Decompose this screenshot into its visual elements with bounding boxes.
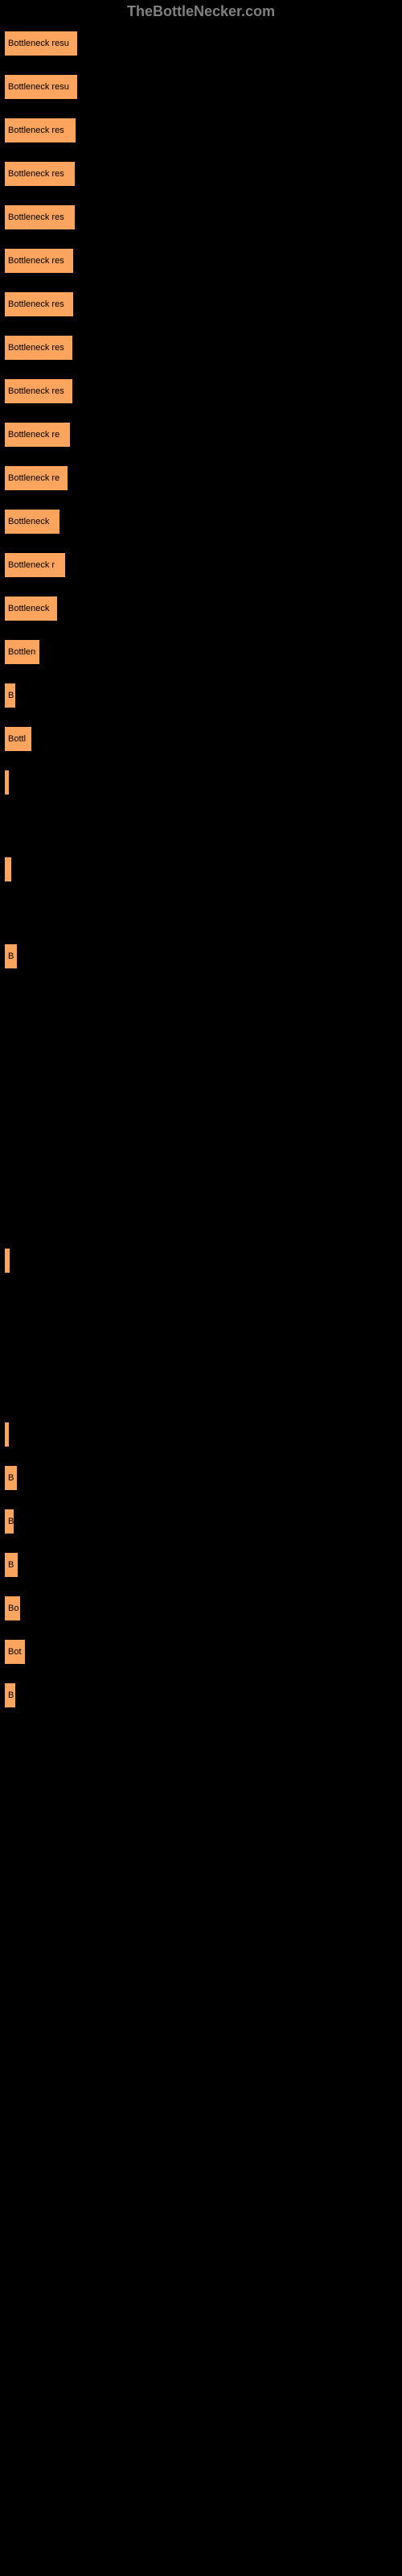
bar-row [0,1372,402,1410]
bar-label: Bo [8,1604,18,1613]
chart-bar: B [4,1509,14,1534]
chart-bar: Bot [4,1639,26,1665]
bar-row: B [0,1546,402,1584]
bar-row: Bottleneck res [0,372,402,411]
chart-bar: Bottleneck res [4,291,74,317]
bar-row [0,763,402,802]
chart-bar: Bottlen [4,639,40,665]
chart-bar: Bottleneck resu [4,74,78,100]
chart-bar: Bottleneck re [4,422,71,448]
bar-row: B [0,1502,402,1541]
bar-row [0,1241,402,1280]
bar-label: Bottleneck res [8,386,64,396]
brand-watermark: TheBottleNecker.com [127,3,275,20]
chart-bar: Bottleneck [4,509,60,535]
chart-bar: Bottleneck r [4,552,66,578]
bar-row: Bottleneck r [0,546,402,584]
bar-label: Bottleneck re [8,430,59,440]
chart-bar: Bottl [4,726,32,752]
chart-bar: Bottleneck res [4,161,76,187]
bar-row: Bot [0,1633,402,1671]
bar-label: B [8,1517,14,1526]
bar-row [0,1067,402,1106]
bar-row [0,1111,402,1150]
chart-bar: Bottleneck res [4,118,76,143]
bar-row [0,1024,402,1063]
bar-row: Bottleneck res [0,111,402,150]
bar-label: Bottleneck r [8,560,55,570]
bar-label: Bottleneck re [8,473,59,483]
chart-bar: B [4,1552,18,1578]
bar-row [0,807,402,845]
bar-row [0,1285,402,1323]
chart-bar: B [4,1465,18,1491]
chart-bar [4,857,12,882]
chart-bar: Bottleneck re [4,465,68,491]
bar-label: Bottleneck res [8,213,64,222]
chart-bar: Bottleneck res [4,204,76,230]
bar-row: Bottleneck re [0,459,402,497]
bar-row: B [0,937,402,976]
bar-row [0,894,402,932]
bar-row: Bottl [0,720,402,758]
chart-bar: Bottleneck resu [4,31,78,56]
bar-row [0,1415,402,1454]
bar-label: Bottlen [8,647,35,657]
bar-label: Bottleneck res [8,299,64,309]
bar-row: Bottleneck resu [0,24,402,63]
chart-bar [4,770,10,795]
bar-row: Bottleneck res [0,155,402,193]
bar-label: B [8,1560,14,1570]
bar-row [0,980,402,1019]
bar-label: B [8,691,14,700]
bar-label: B [8,952,14,961]
bar-row [0,1154,402,1193]
bar-row: Bottlen [0,633,402,671]
bar-row: B [0,1676,402,1715]
bar-row [0,1328,402,1367]
bar-row: Bottleneck res [0,328,402,367]
chart-bar: Bottleneck [4,596,58,621]
chart-bar: Bottleneck res [4,378,73,404]
bar-row: Bottleneck re [0,415,402,454]
chart-bar: B [4,1682,16,1708]
bar-row: Bottleneck res [0,242,402,280]
bar-row [0,1198,402,1236]
bar-label: Bot [8,1647,22,1657]
bar-label: Bottleneck resu [8,82,69,92]
bar-row: Bo [0,1589,402,1628]
bar-row [0,850,402,889]
bar-label: Bottleneck res [8,343,64,353]
chart-bar [4,1248,10,1274]
chart-bar: Bottleneck res [4,335,73,361]
chart-bar: B [4,683,16,708]
chart-bar: Bo [4,1596,21,1621]
bar-label: Bottl [8,734,26,744]
bar-row: Bottleneck resu [0,68,402,106]
bar-row: Bottleneck [0,502,402,541]
bar-row: Bottleneck res [0,285,402,324]
bar-label: B [8,1473,14,1483]
bar-label: Bottleneck resu [8,39,69,48]
chart-bar: B [4,943,18,969]
bar-label: Bottleneck res [8,126,64,135]
bar-label: Bottleneck res [8,256,64,266]
bar-label: Bottleneck res [8,169,64,179]
bar-row: B [0,676,402,715]
chart-bar [4,1422,10,1447]
bar-row: Bottleneck [0,589,402,628]
bar-row: Bottleneck res [0,198,402,237]
chart-bar: Bottleneck res [4,248,74,274]
bar-label: Bottleneck [8,604,49,613]
bar-row: B [0,1459,402,1497]
bar-label: Bottleneck [8,517,49,526]
bar-label: B [8,1690,14,1700]
